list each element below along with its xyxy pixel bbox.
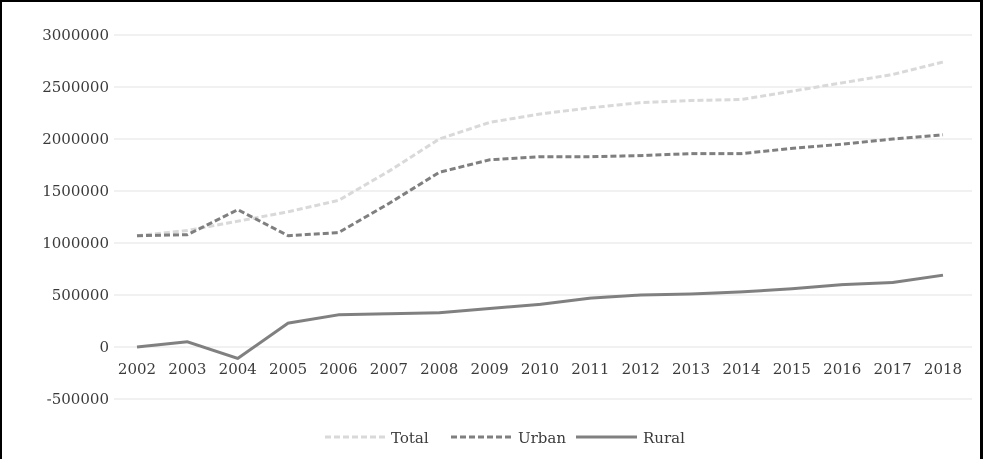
y-tick-label: 1000000 (42, 234, 109, 252)
y-tick-label: -500000 (47, 390, 109, 408)
plot-area (136, 60, 944, 360)
x-tick-label: 2016 (823, 360, 861, 378)
x-tick-label: 2006 (319, 360, 357, 378)
x-tick-label: 2017 (874, 360, 912, 378)
legend-label: Rural (643, 429, 685, 447)
x-axis: 2002 2003 2004 2005 2006 2007 2008 2009 2010 2011… (118, 360, 962, 378)
x-tick-label: 2018 (924, 360, 962, 378)
legend-item-rural: Rural (576, 429, 685, 447)
x-tick-label: 2011 (571, 360, 609, 378)
legend-item-urban: Urban (451, 429, 566, 447)
x-tick-label: 2008 (420, 360, 458, 378)
series-line-rural (136, 273, 944, 360)
gridlines (114, 34, 972, 400)
series-line-total (136, 60, 944, 238)
x-tick-label: 2005 (269, 360, 307, 378)
x-tick-label: 2012 (622, 360, 660, 378)
y-axis: 3000000 2500000 2000000 1500000 1000000 50000… (42, 26, 109, 408)
y-tick-label: 2500000 (42, 78, 109, 96)
x-tick-label: 2009 (471, 360, 509, 378)
x-tick-label: 2015 (773, 360, 811, 378)
y-tick-label: 500000 (52, 286, 109, 304)
x-tick-label: 2002 (118, 360, 156, 378)
series-line-urban (136, 133, 944, 238)
y-tick-label: 0 (99, 338, 109, 356)
legend-label: Total (391, 429, 429, 447)
x-tick-label: 2007 (370, 360, 408, 378)
legend: Total Urban Rural (325, 429, 685, 447)
x-tick-label: 2013 (672, 360, 710, 378)
legend-label: Urban (518, 429, 566, 447)
x-tick-label: 2004 (219, 360, 257, 378)
y-tick-label: 3000000 (42, 26, 109, 44)
y-tick-label: 2000000 (42, 130, 109, 148)
y-tick-label: 1500000 (42, 182, 109, 200)
legend-item-total: Total (325, 429, 429, 447)
x-tick-label: 2014 (722, 360, 760, 378)
x-tick-label: 2010 (521, 360, 559, 378)
x-tick-label: 2003 (168, 360, 206, 378)
